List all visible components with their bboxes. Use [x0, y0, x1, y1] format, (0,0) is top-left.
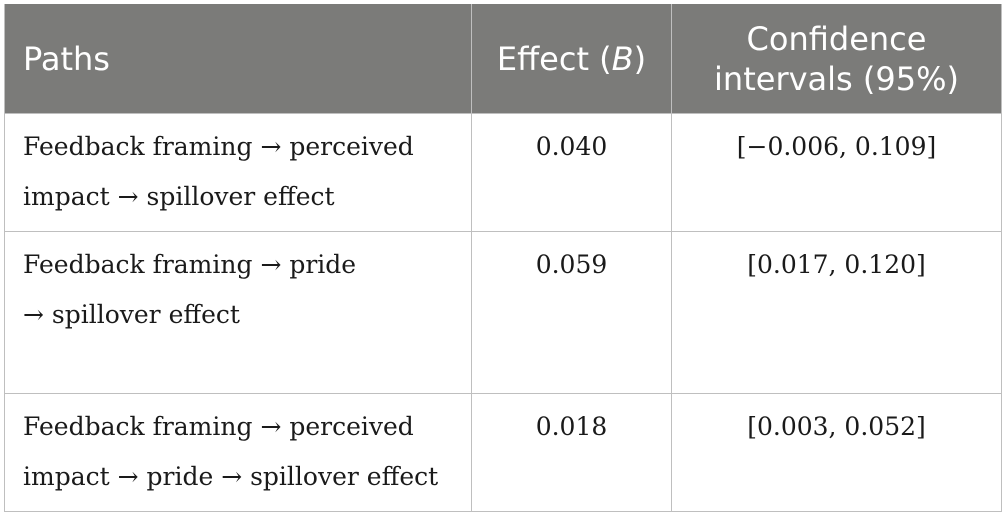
confidence-interval-cell: [0.017, 0.120]	[671, 231, 1002, 394]
table-row: Feedback framing → perceived impact → sp…	[4, 113, 1002, 232]
header-effect-symbol: B	[611, 39, 634, 78]
mediation-results-table: Paths Effect (B) Confidence intervals (9…	[4, 4, 1002, 512]
effect-cell: 0.059	[471, 231, 672, 394]
header-effect-suffix: )	[633, 39, 647, 78]
table-row: Feedback framing → pride → spillover eff…	[4, 231, 1002, 394]
path-cell: Feedback framing → perceived impact → pr…	[4, 393, 472, 512]
path-cell: Feedback framing → perceived impact → sp…	[4, 113, 472, 232]
header-paths: Paths	[4, 4, 472, 114]
confidence-interval-cell: [−0.006, 0.109]	[671, 113, 1002, 232]
effect-cell: 0.018	[471, 393, 672, 512]
table-header: Paths Effect (B) Confidence intervals (9…	[4, 4, 1002, 114]
table-body: Feedback framing → perceived impact → sp…	[4, 113, 1002, 512]
path-cell: Feedback framing → pride → spillover eff…	[4, 231, 472, 394]
header-effect-prefix: Effect (	[496, 39, 612, 78]
table-row: Feedback framing → perceived impact → pr…	[4, 393, 1002, 512]
confidence-interval-cell: [0.003, 0.052]	[671, 393, 1002, 512]
effect-cell: 0.040	[471, 113, 672, 232]
header-row: Paths Effect (B) Confidence intervals (9…	[4, 4, 1002, 114]
header-effect: Effect (B)	[471, 4, 672, 114]
header-confidence-intervals: Confidence intervals (95%)	[671, 4, 1002, 114]
